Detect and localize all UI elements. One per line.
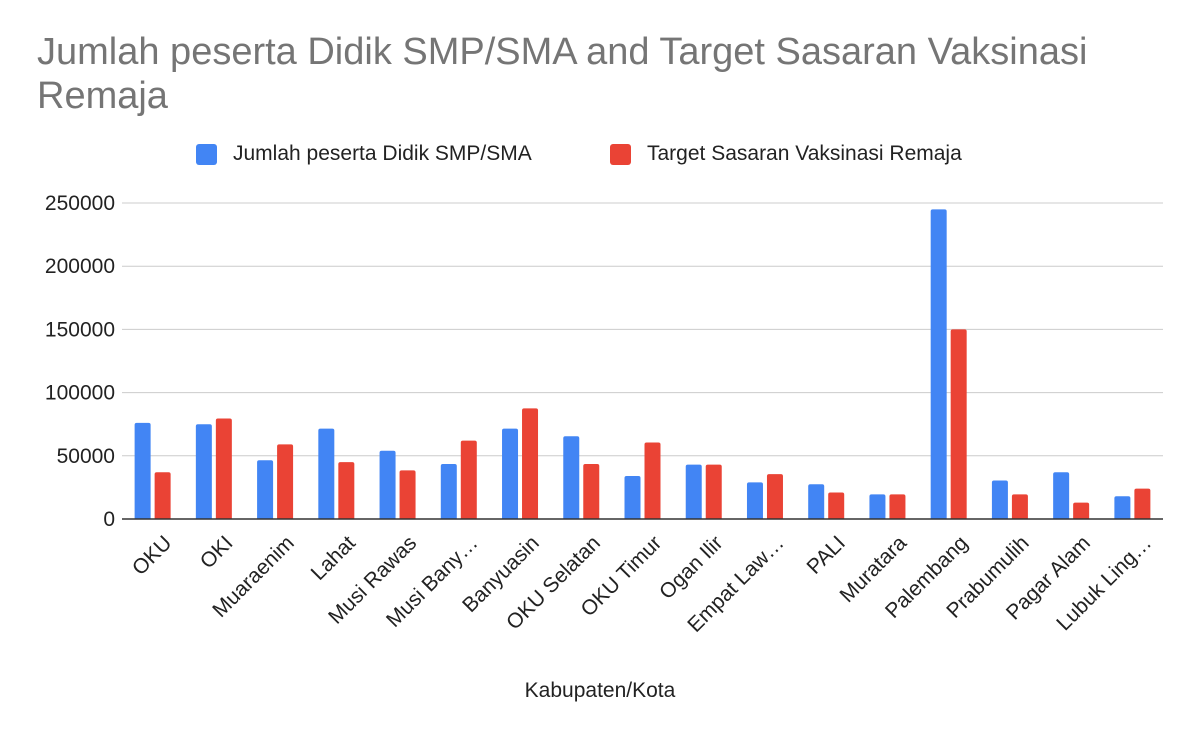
legend-swatch-series-2: [610, 143, 631, 165]
bar-target-sasaran-12[interactable]: [889, 494, 906, 519]
bar-target-sasaran-3[interactable]: [338, 462, 355, 519]
bar-peserta-didik-6[interactable]: [502, 428, 519, 519]
bar-target-sasaran-7[interactable]: [583, 464, 600, 519]
bar-target-sasaran-5[interactable]: [460, 440, 477, 519]
x-tick-label-3: Lahat: [307, 531, 361, 585]
bar-target-sasaran-16[interactable]: [1134, 488, 1151, 519]
bar-target-sasaran-0[interactable]: [154, 472, 171, 519]
y-tick-label-150000: 150000: [45, 318, 115, 341]
x-tick-label-1: OKI: [196, 531, 238, 573]
bar-peserta-didik-13[interactable]: [930, 209, 947, 519]
bar-target-sasaran-10[interactable]: [766, 474, 783, 519]
bar-target-sasaran-11[interactable]: [828, 492, 845, 519]
bar-peserta-didik-7[interactable]: [563, 436, 580, 519]
legend-label-series-1: Jumlah peserta Didik SMP/SMA: [233, 142, 532, 165]
bar-peserta-didik-9[interactable]: [685, 464, 702, 519]
legend-item-series-2[interactable]: Target Sasaran Vaksinasi Remaja: [610, 140, 962, 168]
bar-peserta-didik-3[interactable]: [318, 428, 335, 519]
bar-target-sasaran-2[interactable]: [277, 444, 294, 519]
chart-title: Jumlah peserta Didik SMP/SMA and Target …: [37, 31, 1088, 117]
bar-peserta-didik-12[interactable]: [869, 494, 886, 519]
chart-legend: Jumlah peserta Didik SMP/SMA Target Sasa…: [0, 140, 1200, 168]
bar-target-sasaran-9[interactable]: [705, 464, 722, 519]
legend-item-series-1[interactable]: Jumlah peserta Didik SMP/SMA: [196, 140, 532, 168]
bar-target-sasaran-6[interactable]: [522, 408, 539, 519]
y-tick-label-100000: 100000: [45, 382, 115, 405]
bar-peserta-didik-16[interactable]: [1114, 496, 1131, 519]
bar-target-sasaran-14[interactable]: [1011, 494, 1028, 519]
x-tick-label-0: OKU: [128, 531, 176, 579]
bar-peserta-didik-0[interactable]: [134, 422, 151, 519]
bar-peserta-didik-14[interactable]: [991, 480, 1008, 519]
bar-target-sasaran-8[interactable]: [644, 442, 661, 519]
bar-peserta-didik-4[interactable]: [379, 450, 396, 519]
y-tick-label-250000: 250000: [45, 192, 115, 215]
bar-target-sasaran-1[interactable]: [215, 418, 232, 519]
y-tick-label-200000: 200000: [45, 255, 115, 278]
x-tick-label-11: PALI: [803, 531, 850, 578]
legend-swatch-series-1: [196, 143, 217, 165]
bar-peserta-didik-11[interactable]: [808, 484, 825, 519]
bar-peserta-didik-1[interactable]: [195, 424, 212, 519]
bar-target-sasaran-15[interactable]: [1073, 502, 1090, 519]
y-tick-label-0: 0: [103, 508, 115, 531]
bar-peserta-didik-8[interactable]: [624, 476, 641, 519]
x-axis-title: Kabupaten/Kota: [524, 679, 676, 702]
bar-peserta-didik-2[interactable]: [257, 460, 274, 519]
bar-peserta-didik-15[interactable]: [1053, 472, 1070, 519]
y-tick-label-50000: 50000: [57, 445, 115, 468]
bar-target-sasaran-4[interactable]: [399, 470, 416, 519]
bar-peserta-didik-10[interactable]: [746, 482, 763, 519]
legend-label-series-2: Target Sasaran Vaksinasi Remaja: [647, 142, 962, 165]
bar-target-sasaran-13[interactable]: [950, 329, 967, 519]
bar-peserta-didik-5[interactable]: [440, 464, 457, 519]
